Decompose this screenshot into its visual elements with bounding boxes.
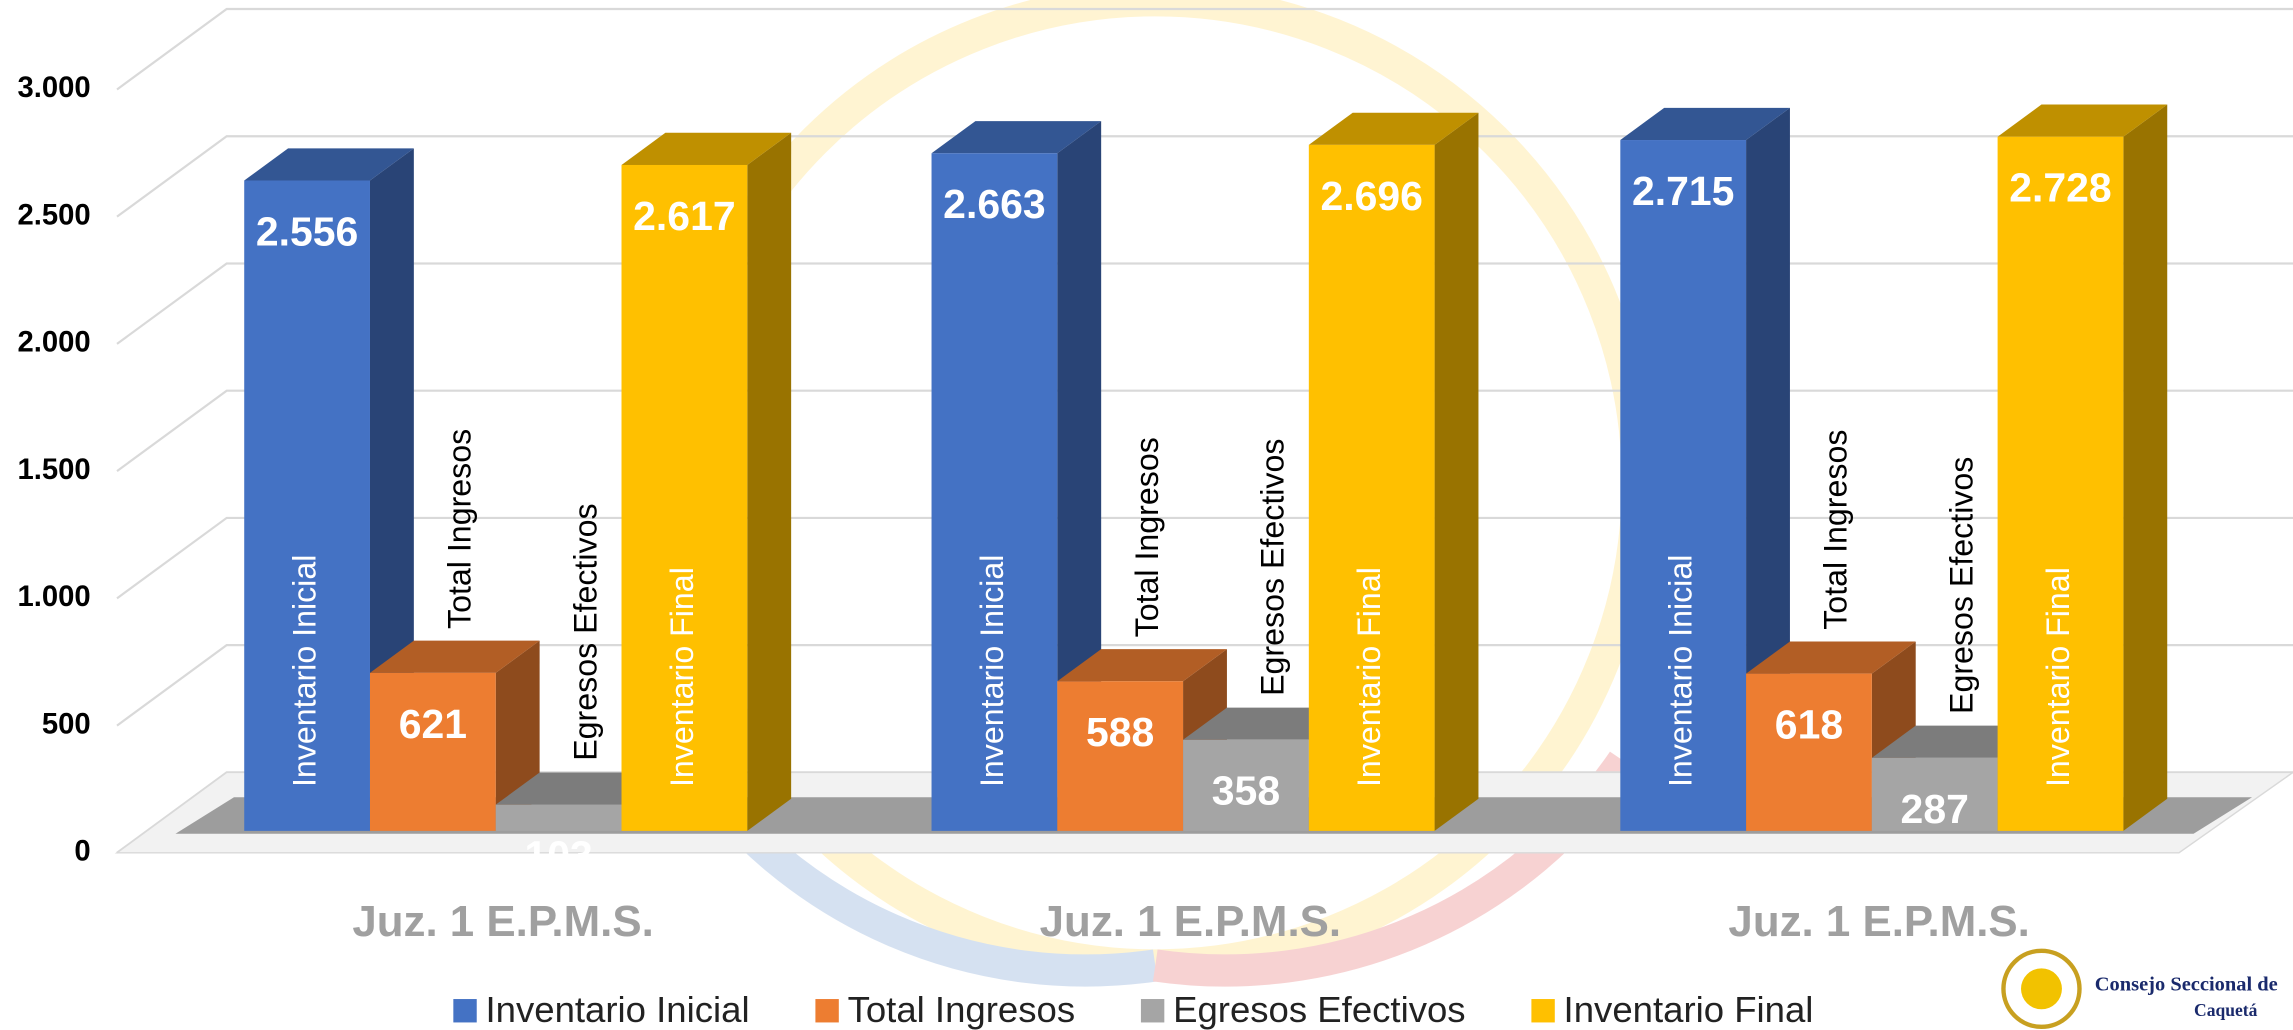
data-label: 2.663: [943, 181, 1045, 227]
data-label: 2.617: [633, 193, 735, 239]
data-label: 287: [1901, 786, 1969, 832]
chart: Consejo Seccional de Caquetá 0 500 1.000 1.…: [0, 0, 2293, 1030]
logo-text: Caquetá: [2194, 1000, 2258, 1020]
data-label: 358: [1212, 768, 1280, 814]
y-tick-label: 0: [74, 836, 90, 868]
legend-label: Inventario Final: [1564, 989, 1814, 1030]
bar-side: [1435, 113, 1479, 831]
legend-label: Egresos Efectivos: [1173, 989, 1466, 1030]
legend-label: Total Ingresos: [848, 989, 1076, 1030]
legend-swatch: [1531, 999, 1554, 1022]
legend-swatch: [1141, 999, 1164, 1022]
y-tick-label: 1.000: [17, 581, 90, 613]
logo: Consejo Seccional de Caquetá: [2003, 951, 2277, 1027]
logo-text: Consejo Seccional de: [2095, 974, 2278, 996]
bar-series-label: Inventario Inicial: [287, 555, 323, 787]
bar-front: [1746, 674, 1872, 831]
y-tick-label: 2.000: [17, 327, 90, 359]
bar-front: [370, 673, 496, 831]
bar-series-label: Inventario Final: [664, 567, 700, 787]
bar-series-label: Total Ingresos: [1129, 437, 1165, 637]
x-tick-label: Juz. 1 E.P.M.S.: [1728, 897, 2029, 946]
x-tick-label: Juz. 1 E.P.M.S.: [352, 897, 653, 946]
bar-series-label: Inventario Final: [1351, 567, 1387, 787]
data-label: 588: [1086, 709, 1154, 755]
legend-label: Inventario Inicial: [486, 989, 750, 1030]
legend-swatch: [453, 999, 476, 1022]
bar-series-label: Egresos Efectivos: [1943, 457, 1979, 714]
grid-line: [117, 9, 2293, 89]
x-tick-label: Juz. 1 E.P.M.S.: [1040, 897, 1341, 946]
y-tick-label: 3.000: [17, 72, 90, 104]
bar-series-label: Egresos Efectivos: [567, 503, 603, 760]
grid-line: [117, 136, 2293, 216]
data-label: 2.715: [1632, 168, 1734, 214]
bar-series-label: Total Ingresos: [442, 429, 478, 629]
legend-swatch: [815, 999, 838, 1022]
data-label: 621: [399, 701, 467, 747]
data-label: 2.556: [256, 208, 358, 254]
bar-side: [747, 133, 791, 831]
bar-front: [496, 805, 622, 831]
y-tick-label: 500: [42, 708, 91, 740]
grid-line: [117, 263, 2293, 343]
data-label: 2.696: [1320, 173, 1422, 219]
bar: [1998, 105, 2168, 831]
data-label: 103: [524, 833, 592, 879]
bar-series-label: Total Ingresos: [1818, 430, 1854, 630]
bar-series-label: Egresos Efectivos: [1255, 439, 1291, 696]
data-label: 2.728: [2009, 165, 2111, 211]
bar: [1309, 113, 1479, 831]
bar-series-label: Inventario Final: [2040, 567, 2076, 787]
y-tick-label: 1.500: [17, 454, 90, 486]
bar-side: [2123, 105, 2167, 831]
y-tick-label: 2.500: [17, 199, 90, 231]
bar-series-label: Inventario Inicial: [1663, 555, 1699, 787]
bar-front: [1057, 681, 1183, 831]
data-label: 618: [1775, 702, 1843, 748]
bar-series-label: Inventario Inicial: [974, 555, 1010, 787]
